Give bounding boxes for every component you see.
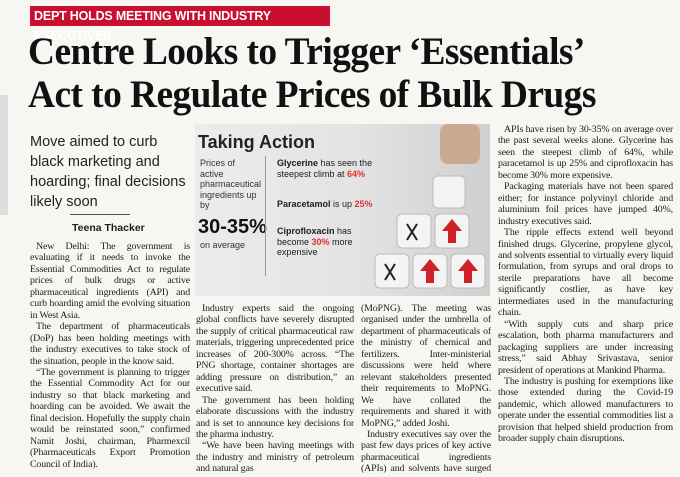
headline-line: Centre Looks to Trigger ‘Essentials’	[28, 30, 585, 73]
drug: Glycerine	[277, 158, 319, 168]
graphic-item: Ciprofloxacin has become 30% more expens…	[277, 226, 377, 258]
infographic: Taking Action Prices of active pharmaceu…	[195, 124, 490, 296]
column: New Delhi: The government is evaluating …	[30, 241, 190, 473]
drug: Ciprofloxacin	[277, 226, 335, 236]
percent-icon	[406, 223, 418, 241]
pct: 64%	[347, 168, 366, 179]
kicker: DEPT HOLDS MEETING WITH INDUSTRY EXECUTI…	[30, 6, 330, 43]
deck: Move aimed to curb black marketing and h…	[30, 134, 186, 210]
paragraph: New Delhi: The government is evaluating …	[30, 241, 190, 321]
graphic-lead: Prices of active pharmaceutical ingredie…	[200, 158, 262, 210]
paragraph: The department of pharmaceuticals (DoP) …	[30, 321, 190, 367]
percent-icon	[384, 263, 396, 281]
text: has become	[277, 226, 352, 247]
die	[432, 175, 466, 209]
paragraph: “With supply cuts and sharp price escala…	[498, 318, 673, 376]
pct: 25%	[354, 199, 373, 209]
rule	[70, 214, 130, 215]
die	[374, 253, 410, 289]
paragraph: “The government is planning to trigger t…	[30, 366, 190, 470]
headline-line: Act to Regulate Prices of Bulk Drugs	[28, 73, 596, 116]
drug: Paracetamol	[277, 199, 331, 209]
graphic-item: Glycerine has seen the steepest climb at…	[277, 158, 377, 179]
text: has seen the steepest climb at	[277, 158, 373, 179]
graphic-item: Paracetamol is up 25%	[277, 199, 377, 210]
paragraph: Industry experts said the ongoing global…	[196, 303, 354, 395]
graphic-title: Taking Action	[198, 132, 315, 152]
column: APIs have risen by 30-35% on average ove…	[498, 124, 673, 473]
column: (MoPNG). The meeting was organised under…	[361, 303, 491, 473]
paragraph: The industry is pushing for exemptions l…	[498, 375, 673, 445]
paragraph: (MoPNG). The meeting was organised under…	[361, 303, 491, 429]
hand	[440, 124, 480, 164]
die	[396, 213, 432, 249]
paragraph: APIs have risen by 30-35% on average ove…	[498, 124, 673, 181]
paragraph: Industry executives say over the past fe…	[361, 428, 491, 473]
arrow-icon	[420, 259, 440, 283]
column: Industry experts said the ongoing global…	[196, 303, 354, 473]
text: is up	[330, 199, 355, 209]
graphic-figure: 30-35%	[198, 216, 267, 238]
pct: 30%	[311, 236, 330, 247]
graphic-figure-note: on average	[200, 240, 246, 250]
paragraph: The ripple effects extend well beyond fi…	[498, 227, 673, 319]
dice-photo	[374, 124, 486, 289]
adjacent-clipping	[0, 95, 8, 215]
arrow-icon	[458, 259, 478, 283]
text: more expensive	[277, 236, 353, 258]
divider	[265, 156, 356, 276]
paragraph: The government has been holding elaborat…	[196, 394, 354, 440]
paragraph: “We have been having meetings with the i…	[196, 440, 354, 473]
paragraph: Packaging materials have not been spared…	[498, 181, 673, 227]
arrow-icon	[442, 219, 462, 243]
byline: Teena Thacker	[72, 222, 145, 234]
